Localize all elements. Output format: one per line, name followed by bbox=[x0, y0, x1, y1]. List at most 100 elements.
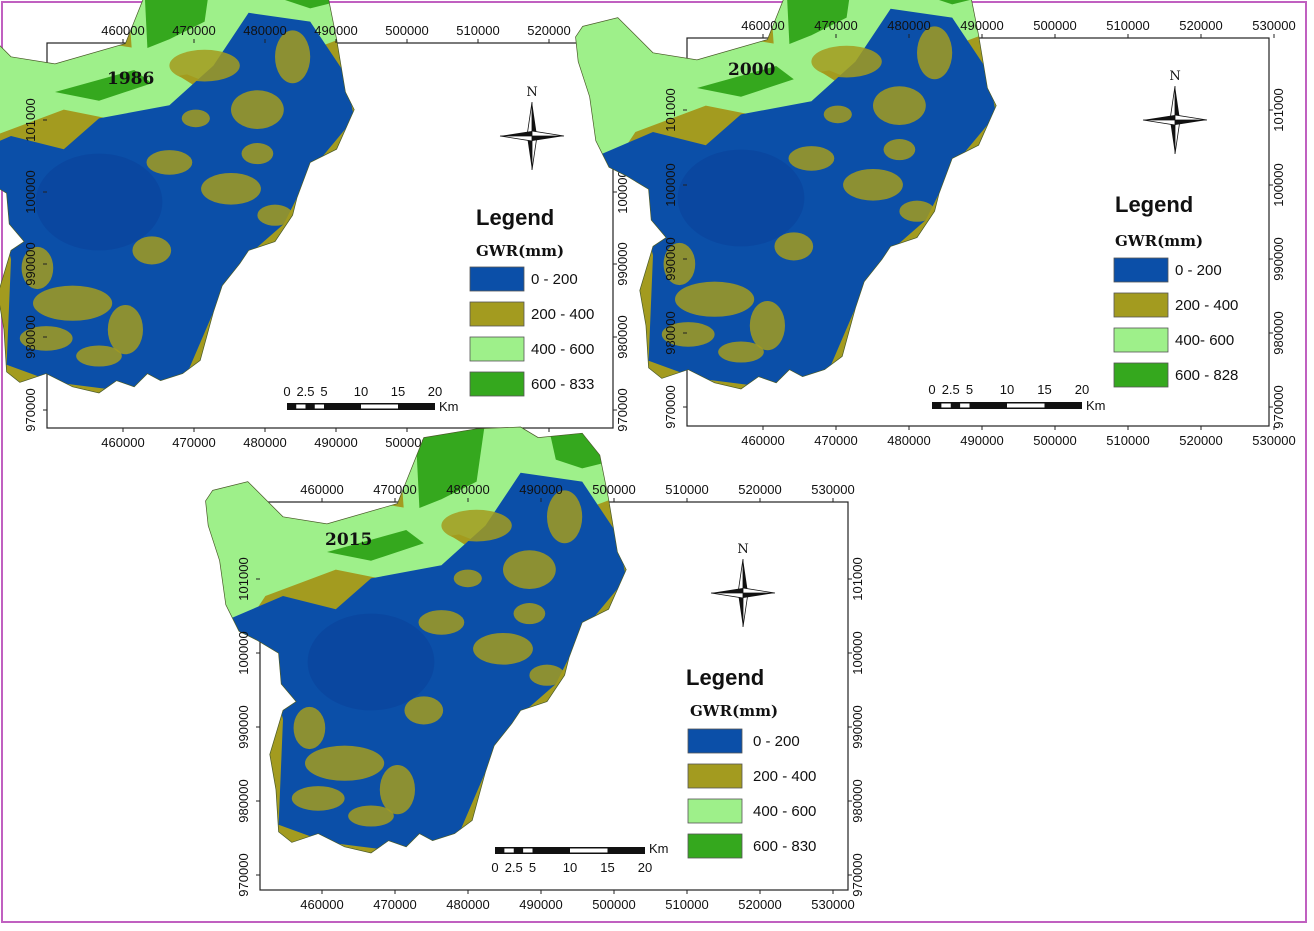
x-tick-label-top: 520000 bbox=[738, 482, 781, 497]
zone-200-400-patch bbox=[883, 139, 916, 161]
legend-title: Legend bbox=[476, 205, 554, 230]
legend-class-label: 400- 600 bbox=[1175, 332, 1234, 349]
zone-200-400-patch bbox=[231, 90, 284, 129]
map-legend: Legend GWR(mm) 0 - 200 200 - 400 400 - 600 60… bbox=[469, 205, 594, 397]
legend-swatch bbox=[1113, 362, 1169, 388]
x-tick-label-bottom: 500000 bbox=[1033, 433, 1076, 448]
x-tick-label-bottom: 500000 bbox=[592, 897, 635, 912]
y-tick-label-left: 100000 bbox=[663, 163, 678, 206]
north-label: N bbox=[1169, 69, 1180, 84]
zone-600-plus bbox=[784, 0, 856, 44]
legend-swatch bbox=[1113, 257, 1169, 283]
zone-200-400-patch bbox=[843, 168, 903, 201]
x-tick-label-bottom: 470000 bbox=[814, 433, 857, 448]
y-tick-label-right: 980000 bbox=[1271, 311, 1286, 354]
scale-bar-label: 0 bbox=[928, 382, 935, 397]
zone-200-400-patch bbox=[811, 45, 882, 78]
scale-bar-segment bbox=[960, 403, 970, 408]
zone-200-400-patch bbox=[917, 26, 953, 80]
catchment-outline bbox=[0, 0, 355, 394]
x-tick-label-bottom: 460000 bbox=[300, 897, 343, 912]
x-tick-label-bottom: 530000 bbox=[1252, 433, 1295, 448]
x-tick-label-top: 500000 bbox=[592, 482, 635, 497]
scale-bar-segment bbox=[361, 404, 398, 409]
north-arrow-icon: N bbox=[1142, 69, 1208, 155]
x-tick-label-top: 520000 bbox=[1179, 18, 1222, 33]
zone-200-400-patch bbox=[529, 664, 565, 686]
scale-bar-segment bbox=[314, 404, 324, 409]
y-tick-label-right: 980000 bbox=[850, 779, 865, 822]
scale-bar-unit: Km bbox=[649, 841, 669, 856]
zone-200-400-patch bbox=[547, 490, 583, 544]
zone-200-400-patch bbox=[418, 610, 465, 635]
north-arrow-icon: N bbox=[710, 542, 776, 628]
scale-bar-unit: Km bbox=[1086, 398, 1106, 413]
x-tick-label-bottom: 490000 bbox=[519, 897, 562, 912]
zone-600-plus-belt bbox=[697, 66, 794, 97]
x-tick-label-top: 510000 bbox=[1106, 18, 1149, 33]
y-tick-label-right: 100000 bbox=[1271, 163, 1286, 206]
zone-200-400-patch bbox=[749, 300, 785, 351]
scale-bar-label: 0 bbox=[283, 384, 290, 399]
x-tick-label-bottom: 520000 bbox=[1179, 433, 1222, 448]
x-tick-label-bottom: 520000 bbox=[738, 897, 781, 912]
map-legend: Legend GWR(mm) 0 - 200 200 - 400 400 - 600 60… bbox=[686, 665, 816, 859]
legend-class-label: 400 - 600 bbox=[753, 803, 816, 820]
scale-bar-label: 5 bbox=[529, 860, 536, 875]
map-year-label: 2015 bbox=[325, 530, 372, 550]
scale-bar-label: 2.5 bbox=[505, 860, 523, 875]
legend-class-label: 600 - 828 bbox=[1175, 367, 1238, 384]
y-tick-label-right: 101000 bbox=[850, 557, 865, 600]
y-tick-label-left: 990000 bbox=[236, 705, 251, 748]
x-tick-label-top: 460000 bbox=[101, 23, 144, 38]
scale-bar-segment bbox=[941, 403, 951, 408]
x-tick-label-bottom: 490000 bbox=[314, 435, 357, 450]
x-tick-label-bottom: 480000 bbox=[887, 433, 930, 448]
zone-200-400-patch bbox=[132, 236, 172, 265]
zone-200-400-patch bbox=[513, 603, 546, 625]
y-tick-label-right: 101000 bbox=[1271, 88, 1286, 131]
legend-swatch bbox=[469, 301, 525, 327]
scale-bar-label: 20 bbox=[428, 384, 442, 399]
x-tick-label-top: 480000 bbox=[887, 18, 930, 33]
north-label: N bbox=[526, 85, 537, 100]
zone-200-400-patch bbox=[241, 143, 274, 165]
scale-bar-unit: Km bbox=[439, 399, 459, 414]
zone-200-400-patch bbox=[348, 805, 394, 827]
x-tick-label-bottom: 530000 bbox=[811, 897, 854, 912]
x-tick-label-top: 530000 bbox=[1252, 18, 1295, 33]
zone-200-400-patch bbox=[718, 341, 764, 363]
zone-200-400-patch bbox=[33, 285, 113, 321]
scale-bar-label: 2.5 bbox=[296, 384, 314, 399]
north-label: N bbox=[737, 542, 748, 557]
zone-200-400-patch bbox=[293, 706, 326, 750]
x-tick-label-bottom: 470000 bbox=[373, 897, 416, 912]
x-tick-label-top: 520000 bbox=[527, 23, 570, 38]
zone-200-400-patch bbox=[146, 150, 193, 175]
zone-200-400-patch bbox=[661, 322, 715, 347]
legend-class-label: 400 - 600 bbox=[531, 341, 594, 358]
x-tick-label-bottom: 500000 bbox=[385, 435, 428, 450]
legend-swatch bbox=[469, 336, 525, 362]
legend-class-label: 600 - 830 bbox=[753, 838, 816, 855]
x-tick-label-top: 460000 bbox=[300, 482, 343, 497]
legend-class-label: 200 - 400 bbox=[753, 768, 816, 785]
scale-bar-label: 10 bbox=[563, 860, 577, 875]
zone-200-400-patch bbox=[21, 246, 54, 290]
legend-subtitle: GWR(mm) bbox=[690, 702, 778, 720]
zone-0-200-core bbox=[677, 149, 805, 247]
zone-200-400-patch bbox=[441, 509, 512, 542]
zone-200-400-patch bbox=[873, 86, 926, 125]
y-tick-label-right: 990000 bbox=[615, 242, 630, 285]
map-panel-2015: 2015460000460000470000470000480000480000… bbox=[205, 426, 865, 912]
zone-0-200-core bbox=[307, 613, 435, 711]
y-tick-label-right: 970000 bbox=[1271, 385, 1286, 428]
y-tick-label-left: 980000 bbox=[23, 315, 38, 358]
zone-200-400-patch bbox=[899, 200, 935, 222]
x-tick-label-top: 510000 bbox=[456, 23, 499, 38]
legend-class-label: 0 - 200 bbox=[531, 271, 578, 288]
